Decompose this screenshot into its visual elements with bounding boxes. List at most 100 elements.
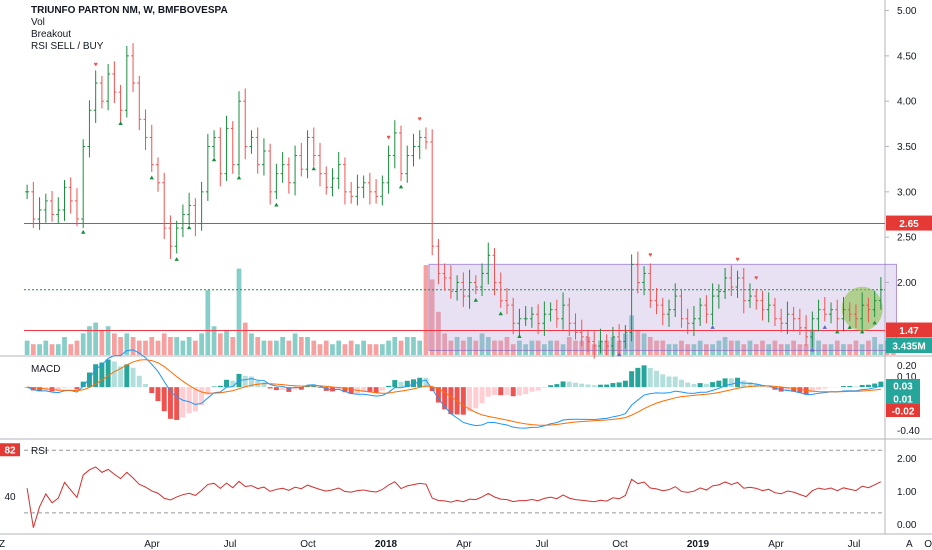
macd-histogram-bar	[797, 387, 803, 393]
macd-histogram-bar	[747, 382, 753, 388]
volume-bar	[510, 344, 516, 355]
volume-bar	[80, 333, 86, 355]
macd-histogram-bar	[666, 376, 672, 388]
study-breakout[interactable]: Breakout	[31, 29, 72, 40]
macd-histogram-bar	[859, 385, 865, 388]
volume-bar	[149, 337, 155, 355]
volume-bar	[853, 340, 859, 355]
sell-marker: ♥	[94, 62, 98, 69]
volume-bar	[647, 337, 653, 355]
macd-histogram-bar	[336, 387, 342, 390]
volume-bar	[485, 337, 491, 355]
volume-bar	[753, 344, 759, 355]
macd-histogram-bar	[99, 362, 105, 388]
study-vol[interactable]: Vol	[31, 17, 45, 28]
volume-bar	[305, 337, 310, 355]
macd-histogram-bar	[822, 387, 828, 389]
macd-value-label: 0.01	[893, 395, 913, 406]
price-tick-label: 2.00	[897, 278, 917, 289]
volume-bar	[411, 337, 416, 355]
macd-histogram-bar	[348, 387, 354, 394]
macd-tick-label: 0.10	[897, 372, 917, 383]
macd-histogram-bar	[80, 381, 86, 388]
volume-bar	[859, 344, 865, 355]
symbol-title: TRIUNFO PARTON NM, W, BMFBOVESPA	[31, 5, 228, 16]
price-tick-label: 3.00	[897, 187, 917, 198]
volume-bar	[722, 337, 728, 355]
volume-bar	[791, 340, 797, 355]
volume-bar	[436, 311, 441, 355]
buy-marker	[149, 175, 154, 180]
volume-bar	[355, 344, 360, 355]
volume-bar	[704, 344, 709, 355]
axis-corner-label: A	[906, 539, 913, 550]
volume-bar	[467, 337, 472, 355]
macd-histogram-bar	[722, 378, 728, 388]
macd-histogram-bar	[597, 384, 603, 388]
macd-histogram-bar	[404, 380, 410, 388]
macd-histogram-bar	[143, 384, 149, 388]
volume-bar	[386, 340, 391, 355]
macd-histogram-bar	[342, 387, 348, 393]
volume-bar	[49, 344, 55, 355]
rsi-left-label: 40	[4, 492, 16, 503]
volume-bar	[130, 337, 136, 355]
macd-histogram-bar	[37, 387, 43, 392]
volume-bar	[236, 268, 242, 355]
macd-histogram-bar	[174, 387, 180, 420]
sell-marker: ♥	[648, 252, 652, 259]
study-rsi-signal[interactable]: RSI SELL / BUY	[31, 41, 104, 52]
volume-bar	[217, 333, 223, 355]
macd-histogram-bar	[878, 381, 884, 388]
volume-bar	[62, 337, 67, 355]
volume-bar	[286, 340, 292, 355]
macd-histogram-bar	[716, 380, 722, 388]
volume-bar	[560, 344, 566, 355]
buy-marker	[236, 175, 242, 180]
volume-bar	[760, 340, 765, 355]
macd-line	[26, 349, 882, 429]
volume-bar	[654, 340, 659, 355]
macd-histogram-bar	[130, 367, 136, 388]
macd-histogram-bar	[703, 383, 709, 388]
volume-bar	[68, 344, 74, 355]
macd-histogram-bar	[467, 387, 473, 412]
time-tick-label: Z	[0, 539, 5, 550]
time-tick-label: 2018	[375, 539, 398, 550]
macd-histogram-bar	[417, 377, 423, 388]
volume-bar	[579, 340, 585, 355]
buy-marker	[616, 352, 622, 357]
volume-bar	[136, 340, 142, 355]
volume-bar	[728, 340, 734, 355]
macd-histogram-bar	[392, 380, 398, 388]
macd-histogram-bar	[591, 385, 597, 388]
macd-histogram-bar	[62, 387, 67, 388]
time-tick-label: Oct	[300, 539, 316, 550]
volume-bar	[111, 333, 117, 355]
volume-bar	[766, 344, 772, 355]
level-label-high: 2.65	[899, 219, 919, 230]
rsi-pane-label: RSI	[31, 446, 48, 457]
sell-marker: ♥	[418, 116, 422, 123]
volume-bar	[872, 337, 878, 355]
macd-histogram-bar	[230, 380, 236, 388]
rsi-tick-label: 0.00	[897, 520, 917, 531]
price-tick-label: 4.50	[897, 51, 917, 62]
volume-bar	[535, 340, 541, 355]
macd-histogram-bar	[199, 387, 205, 406]
macd-histogram-bar	[167, 387, 173, 419]
volume-bar	[517, 340, 522, 355]
buy-marker	[211, 157, 217, 162]
macd-histogram-bar	[872, 383, 878, 388]
volume-bar	[155, 340, 161, 355]
macd-histogram-bar	[180, 387, 186, 418]
buy-marker	[822, 325, 827, 329]
time-tick-label: Jul	[536, 539, 549, 550]
macd-histogram-bar	[560, 381, 566, 388]
volume-bar	[274, 340, 279, 355]
macd-histogram-bar	[118, 366, 124, 388]
price-tick-label: 3.50	[897, 142, 917, 153]
volume-bar	[691, 344, 697, 355]
